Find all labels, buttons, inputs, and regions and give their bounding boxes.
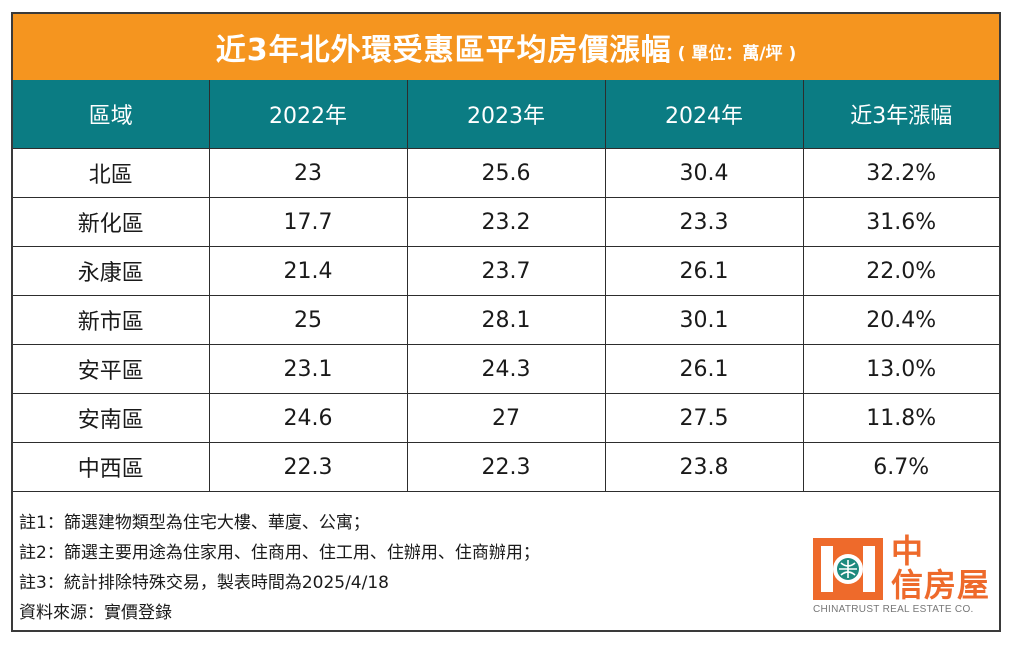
notes: 註1：篩選建物類型為住宅大樓、華廈、公寓； 註2：篩選主要用途為住家用、住商用、… — [19, 508, 540, 628]
note-2: 註2：篩選主要用途為住家用、住商用、住工用、住辦用、住商辦用； — [19, 543, 540, 563]
table-row: 安南區 24.6 27 27.5 11.8% — [13, 393, 999, 443]
note-3: 註3：統計排除特殊交易，製表時間為2025/4/18 — [19, 573, 389, 593]
table-row: 新化區 17.7 23.2 23.3 31.6% — [13, 197, 999, 247]
price-2022-cell: 23 — [208, 148, 408, 198]
table-row: 安平區 23.1 24.3 26.1 13.0% — [13, 344, 999, 394]
column-header-2022: 2022年 — [208, 80, 408, 149]
district-cell: 安南區 — [13, 393, 210, 443]
column-header-growth: 近3年漲幅 — [802, 80, 999, 149]
price-2022-cell: 24.6 — [208, 393, 408, 443]
growth-cell: 13.0% — [802, 344, 999, 394]
district-cell: 安平區 — [13, 344, 210, 394]
price-2022-cell: 21.4 — [208, 246, 408, 296]
logo-line-1: 中 — [891, 532, 924, 570]
price-2024-cell: 23.8 — [604, 442, 804, 492]
price-2024-cell: 30.1 — [604, 295, 804, 345]
chart-title: 近3年北外環受惠區平均房價漲幅 — [215, 33, 672, 68]
price-2022-cell: 22.3 — [208, 442, 408, 492]
data-source: 資料來源：實價登錄 — [19, 603, 172, 623]
growth-cell: 6.7% — [802, 442, 999, 492]
chinatrust-logo-icon — [813, 538, 883, 600]
company-logo: 中 信房屋 CHINATRUST REAL ESTATE CO. — [813, 534, 993, 618]
growth-cell: 11.8% — [802, 393, 999, 443]
logo-line-2: 信房屋 — [891, 566, 991, 604]
price-2023-cell: 28.1 — [406, 295, 606, 345]
growth-cell: 20.4% — [802, 295, 999, 345]
table-row: 永康區 21.4 23.7 26.1 22.0% — [13, 246, 999, 296]
price-2024-cell: 23.3 — [604, 197, 804, 247]
title-bar: 近3年北外環受惠區平均房價漲幅 ( 單位：萬/坪 ) — [13, 14, 999, 80]
price-2024-cell: 30.4 — [604, 148, 804, 198]
header-row: 區域 2022年 2023年 2024年 近3年漲幅 — [13, 80, 999, 149]
logo-english-name: CHINATRUST REAL ESTATE CO. — [813, 604, 974, 615]
table-row: 北區 23 25.6 30.4 32.2% — [13, 148, 999, 198]
district-cell: 中西區 — [13, 442, 210, 492]
price-2024-cell: 26.1 — [604, 246, 804, 296]
column-header-2023: 2023年 — [406, 80, 606, 149]
table-row: 新市區 25 28.1 30.1 20.4% — [13, 295, 999, 345]
district-cell: 新化區 — [13, 197, 210, 247]
price-2023-cell: 23.7 — [406, 246, 606, 296]
logo-wordmark: 中 信房屋 — [891, 534, 990, 602]
price-2024-cell: 27.5 — [604, 393, 804, 443]
price-2023-cell: 27 — [406, 393, 606, 443]
growth-cell: 32.2% — [802, 148, 999, 198]
growth-cell: 22.0% — [802, 246, 999, 296]
price-2023-cell: 24.3 — [406, 344, 606, 394]
column-header-district: 區域 — [13, 80, 210, 149]
column-header-2024: 2024年 — [604, 80, 804, 149]
note-1: 註1：篩選建物類型為住宅大樓、華廈、公寓； — [19, 513, 370, 533]
unit-label: ( 單位：萬/坪 ) — [677, 43, 797, 64]
district-cell: 永康區 — [13, 246, 210, 296]
price-2022-cell: 23.1 — [208, 344, 408, 394]
price-2022-cell: 25 — [208, 295, 408, 345]
price-2023-cell: 22.3 — [406, 442, 606, 492]
price-table: 區域 2022年 2023年 2024年 近3年漲幅 北區 23 25.6 30.4 3… — [13, 80, 999, 492]
table-row: 中西區 22.3 22.3 23.8 6.7% — [13, 442, 999, 492]
district-cell: 新市區 — [13, 295, 210, 345]
table-figure: 近3年北外環受惠區平均房價漲幅 ( 單位：萬/坪 ) 區域 2022年 2023… — [11, 12, 1001, 632]
district-cell: 北區 — [13, 148, 210, 198]
price-2023-cell: 25.6 — [406, 148, 606, 198]
growth-cell: 31.6% — [802, 197, 999, 247]
price-2022-cell: 17.7 — [208, 197, 408, 247]
price-2024-cell: 26.1 — [604, 344, 804, 394]
price-2023-cell: 23.2 — [406, 197, 606, 247]
table-body: 北區 23 25.6 30.4 32.2% 新化區 17.7 23.2 23.3 31.6% 永康區… — [13, 148, 999, 492]
